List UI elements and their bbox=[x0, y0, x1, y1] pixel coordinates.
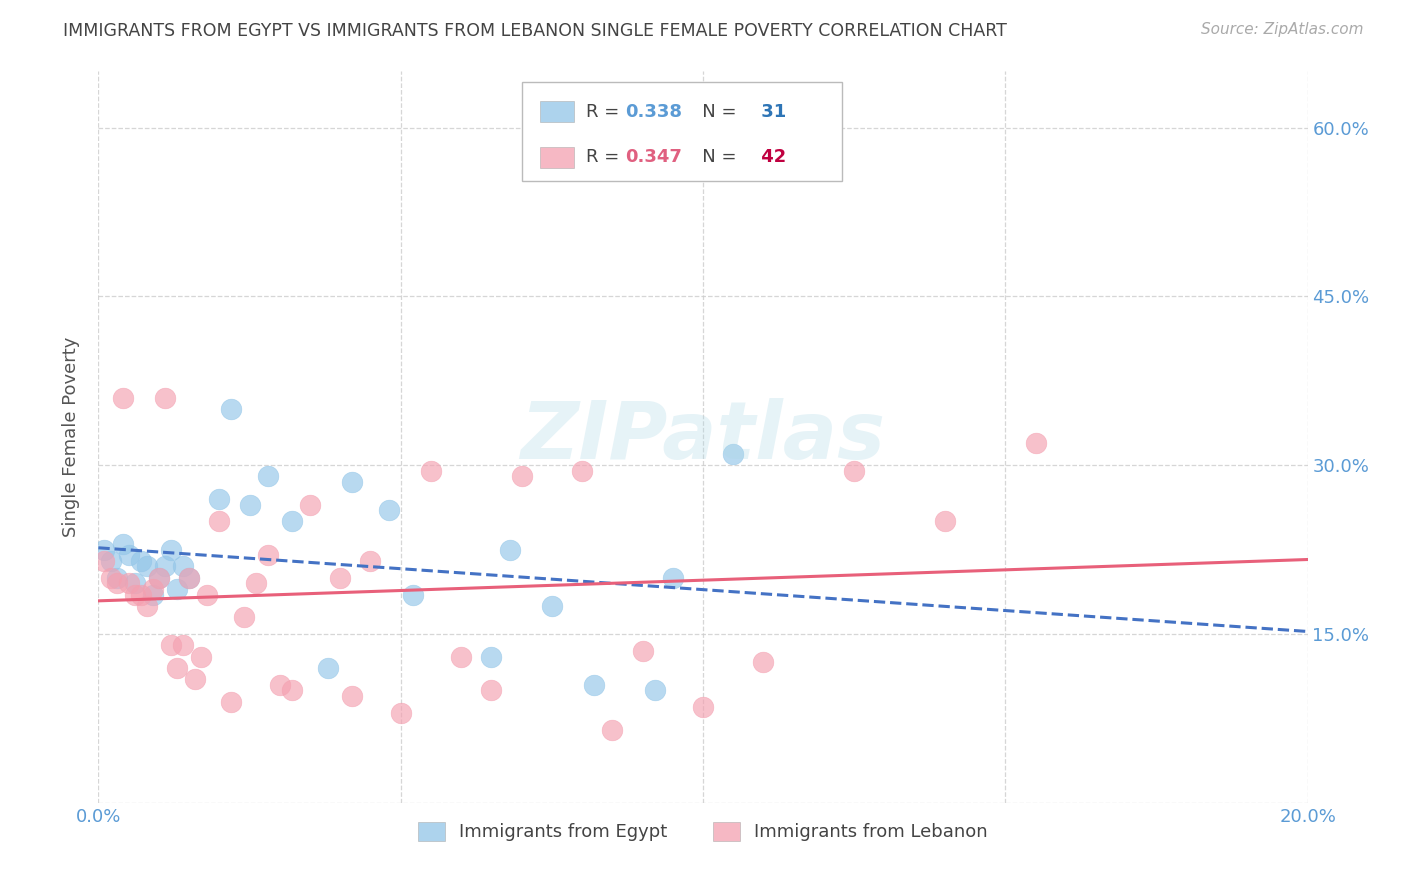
Point bbox=[129, 588, 152, 602]
Point bbox=[166, 582, 188, 596]
Point bbox=[498, 542, 520, 557]
Point bbox=[571, 464, 593, 478]
Text: 31: 31 bbox=[755, 103, 786, 120]
Point bbox=[377, 503, 399, 517]
Point bbox=[93, 542, 115, 557]
Text: N =: N = bbox=[685, 148, 742, 166]
Point bbox=[148, 571, 170, 585]
Point bbox=[281, 515, 304, 529]
Point bbox=[450, 649, 472, 664]
Y-axis label: Single Female Poverty: Single Female Poverty bbox=[62, 337, 80, 537]
Point bbox=[118, 548, 141, 562]
Point bbox=[111, 537, 134, 551]
Point bbox=[124, 576, 146, 591]
Point bbox=[208, 491, 231, 506]
Point bbox=[100, 554, 122, 568]
Point bbox=[402, 588, 425, 602]
Bar bbox=[540, 147, 574, 168]
Point bbox=[692, 700, 714, 714]
Text: N =: N = bbox=[685, 103, 742, 120]
Point bbox=[239, 498, 262, 512]
Point bbox=[583, 678, 606, 692]
Point bbox=[221, 694, 243, 708]
Text: IMMIGRANTS FROM EGYPT VS IMMIGRANTS FROM LEBANON SINGLE FEMALE POVERTY CORRELATI: IMMIGRANTS FROM EGYPT VS IMMIGRANTS FROM… bbox=[63, 22, 1007, 40]
Point bbox=[631, 644, 654, 658]
Point bbox=[661, 571, 683, 585]
Point bbox=[221, 401, 243, 416]
Point bbox=[481, 649, 503, 664]
Point bbox=[172, 559, 194, 574]
Point bbox=[281, 683, 304, 698]
Point bbox=[93, 554, 115, 568]
Point bbox=[135, 559, 157, 574]
Text: 42: 42 bbox=[755, 148, 786, 166]
Point bbox=[153, 559, 176, 574]
Point bbox=[160, 638, 183, 652]
Point bbox=[752, 655, 775, 669]
Point bbox=[510, 469, 533, 483]
Point bbox=[644, 683, 666, 698]
Point bbox=[844, 464, 866, 478]
Point bbox=[389, 706, 412, 720]
Point bbox=[256, 548, 278, 562]
Point bbox=[105, 576, 128, 591]
Point bbox=[142, 588, 165, 602]
Point bbox=[934, 515, 956, 529]
Legend: Immigrants from Egypt, Immigrants from Lebanon: Immigrants from Egypt, Immigrants from L… bbox=[411, 814, 995, 848]
Point bbox=[172, 638, 194, 652]
Point bbox=[1024, 435, 1046, 450]
Point bbox=[208, 515, 231, 529]
Point bbox=[148, 571, 170, 585]
Text: R =: R = bbox=[586, 148, 624, 166]
Point bbox=[329, 571, 352, 585]
Point bbox=[540, 599, 562, 613]
Point bbox=[105, 571, 128, 585]
Point bbox=[190, 649, 212, 664]
FancyBboxPatch shape bbox=[522, 82, 842, 181]
Point bbox=[179, 571, 201, 585]
Point bbox=[360, 554, 382, 568]
Point bbox=[299, 498, 322, 512]
Point bbox=[184, 672, 207, 686]
Text: Source: ZipAtlas.com: Source: ZipAtlas.com bbox=[1201, 22, 1364, 37]
Point bbox=[129, 554, 152, 568]
Text: 0.347: 0.347 bbox=[626, 148, 682, 166]
Text: 0.338: 0.338 bbox=[626, 103, 683, 120]
Point bbox=[166, 661, 188, 675]
Point bbox=[342, 475, 364, 489]
Point bbox=[723, 447, 745, 461]
Point bbox=[142, 582, 165, 596]
Bar bbox=[540, 102, 574, 122]
Point bbox=[124, 588, 146, 602]
Point bbox=[179, 571, 201, 585]
Point bbox=[232, 610, 254, 624]
Point bbox=[602, 723, 624, 737]
Point bbox=[160, 542, 183, 557]
Point bbox=[420, 464, 443, 478]
Point bbox=[269, 678, 291, 692]
Point bbox=[118, 576, 141, 591]
Point bbox=[316, 661, 339, 675]
Point bbox=[195, 588, 218, 602]
Point bbox=[245, 576, 267, 591]
Point bbox=[135, 599, 157, 613]
Point bbox=[100, 571, 122, 585]
Point bbox=[256, 469, 278, 483]
Point bbox=[481, 683, 503, 698]
Point bbox=[111, 391, 134, 405]
Point bbox=[342, 689, 364, 703]
Text: ZIPatlas: ZIPatlas bbox=[520, 398, 886, 476]
Text: R =: R = bbox=[586, 103, 624, 120]
Point bbox=[153, 391, 176, 405]
